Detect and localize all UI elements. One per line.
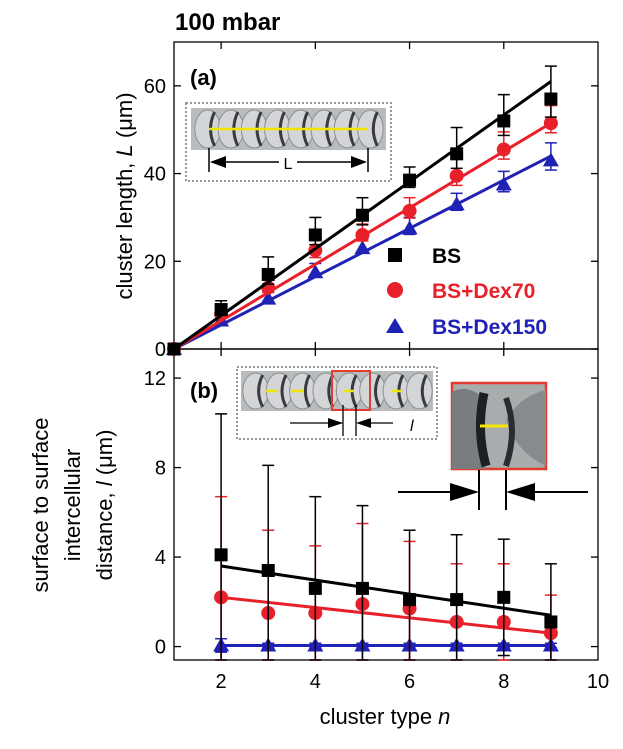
cell-membrane [373, 374, 381, 408]
inset-intercellular-distance: l [236, 366, 438, 440]
data-point [355, 208, 369, 222]
arrow-left-icon [356, 418, 371, 428]
cell-membrane [303, 374, 311, 408]
data-point [308, 581, 322, 595]
fit-line [220, 595, 552, 635]
data-point [355, 227, 370, 242]
data-point [261, 564, 275, 578]
data-point [402, 203, 417, 218]
data-point [307, 264, 324, 279]
series-bs-dex70 [214, 495, 558, 661]
data-point [355, 581, 369, 595]
data-point [449, 168, 464, 183]
panel-b-label: (b) [190, 378, 218, 403]
x-tick-label: 8 [498, 671, 509, 693]
data-point [354, 240, 371, 255]
data-point [497, 590, 511, 604]
data-point [496, 142, 511, 157]
data-point [401, 220, 418, 235]
series-bs-dex150 [213, 637, 559, 653]
figure-title: 100 mbar [175, 9, 280, 36]
legend-label-bs: BS [432, 245, 461, 268]
inset-cluster-length: L [185, 102, 392, 182]
panel-a-data [166, 65, 559, 356]
data-point [543, 116, 558, 131]
arrow-left-icon [506, 483, 535, 501]
series-bs [214, 413, 558, 661]
data-point [261, 267, 275, 281]
data-point [497, 114, 511, 128]
data-point [260, 290, 277, 305]
arrow-right-icon [351, 156, 367, 168]
inset-zoom [398, 381, 588, 510]
panel-b-ylabel-line2: intercellular [60, 449, 85, 562]
x-tick-label: 6 [404, 671, 415, 693]
legend-marker-dex70 [387, 282, 403, 298]
inset-a-length-symbol: L [284, 156, 293, 173]
cell [405, 372, 433, 410]
y-tick-label: 40 [144, 164, 166, 186]
cell [359, 372, 386, 410]
data-point [214, 548, 228, 562]
panel-b-data [213, 413, 559, 661]
data-point [403, 173, 417, 187]
data-point [214, 303, 228, 317]
data-point [544, 92, 558, 106]
cell-membrane [280, 374, 288, 408]
y-tick-label: 12 [144, 368, 166, 390]
legend-marker-bs [388, 248, 402, 262]
cell [242, 372, 270, 410]
x-tick-label: 2 [216, 671, 227, 693]
fit-line [220, 564, 552, 617]
series-bs [167, 65, 558, 356]
cell-membrane [371, 111, 379, 147]
legend-label-dex70: BS+Dex70 [432, 280, 535, 303]
inset-b-distance-symbol: l [410, 418, 414, 435]
x-axis-label: cluster type n [320, 704, 451, 729]
cell-membrane [257, 374, 265, 408]
axis-ticks: 0 20 40 60 0 4 8 12 2 4 6 8 10 [144, 42, 609, 693]
data-point [544, 615, 558, 629]
arrow-right-icon [328, 418, 343, 428]
data-point [308, 228, 322, 242]
inset-b-zoom-frame [331, 370, 371, 411]
legend: BS BS+Dex70 BS+Dex150 [386, 245, 547, 339]
data-point [448, 196, 465, 211]
data-point [542, 152, 559, 167]
data-point [495, 176, 512, 191]
panel-a-ylabel: cluster length, L (μm) [112, 92, 137, 299]
y-tick-label: 4 [155, 547, 166, 569]
panel-b-ylabel-line1: surface to surface [28, 418, 53, 593]
arrow-right-icon [450, 483, 479, 501]
data-point [450, 147, 464, 161]
y-tick-label: 60 [144, 76, 166, 98]
arrow-left-icon [210, 156, 226, 168]
data-point [403, 593, 417, 607]
y-tick-label: 8 [155, 458, 166, 480]
y-tick-label: 0 [155, 637, 166, 659]
cell [312, 372, 340, 410]
legend-marker-dex150 [386, 318, 404, 333]
legend-label-dex150: BS+Dex150 [432, 316, 547, 339]
panel-b-frame [173, 348, 599, 661]
data-point [450, 593, 464, 607]
data-point [167, 342, 181, 356]
y-tick-label: 20 [144, 251, 166, 273]
y-tick-label: 0 [155, 339, 166, 361]
x-tick-label: 4 [310, 671, 321, 693]
x-tick-label: 10 [587, 671, 609, 693]
panel-b-ylabel-line3: distance, l (μm) [92, 430, 117, 581]
cell-membrane [420, 374, 428, 408]
panel-a-label: (a) [190, 65, 217, 90]
